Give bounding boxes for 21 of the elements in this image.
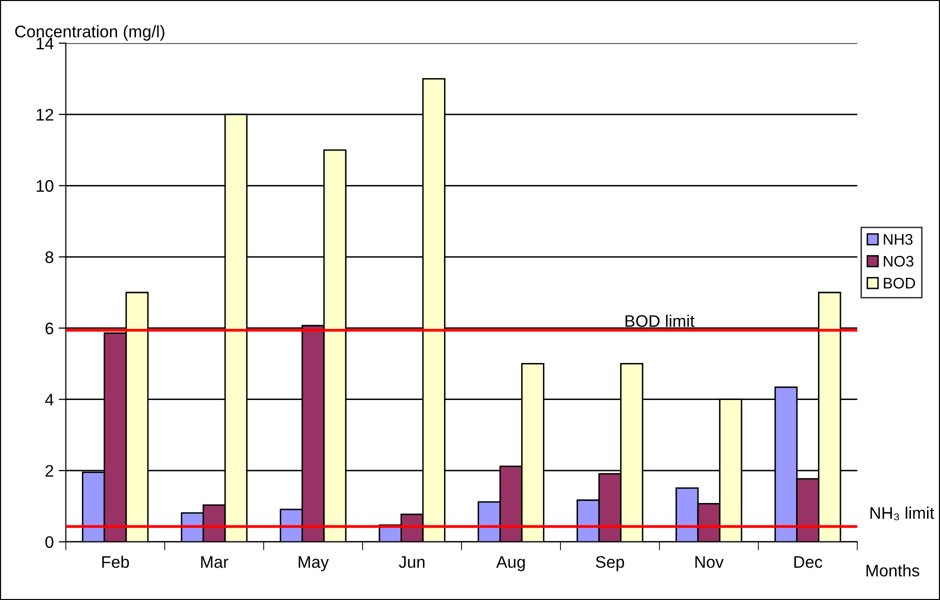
ref-line-label: BOD limit bbox=[626, 314, 694, 327]
x-tick-label: May bbox=[298, 556, 329, 572]
x-tick-label: Sep bbox=[596, 556, 624, 572]
legend-label: NO3 bbox=[884, 256, 914, 267]
ref-line-label: NH₃ limit bbox=[870, 506, 934, 520]
legend-label: BOD bbox=[884, 278, 916, 289]
y-tick-label: 10 bbox=[36, 180, 54, 192]
x-tick-label: Nov bbox=[695, 556, 724, 568]
x-tick-label: Feb bbox=[102, 556, 129, 568]
y-tick-label: 4 bbox=[45, 394, 54, 406]
y-tick-label: 2 bbox=[46, 464, 54, 477]
x-tick-label: Mar bbox=[201, 556, 228, 568]
y-tick-label: 8 bbox=[45, 251, 54, 264]
x-tick-label: Dec bbox=[794, 556, 822, 568]
x-tick-label: Aug bbox=[496, 556, 525, 572]
y-tick-label: 6 bbox=[46, 322, 54, 334]
legend-label: NH3 bbox=[884, 234, 913, 245]
y-tick-label: 0 bbox=[45, 536, 54, 548]
x-axis-title: Months bbox=[866, 564, 920, 576]
x-tick-label: Jun bbox=[398, 556, 424, 568]
y-tick-label: 12 bbox=[36, 108, 54, 120]
